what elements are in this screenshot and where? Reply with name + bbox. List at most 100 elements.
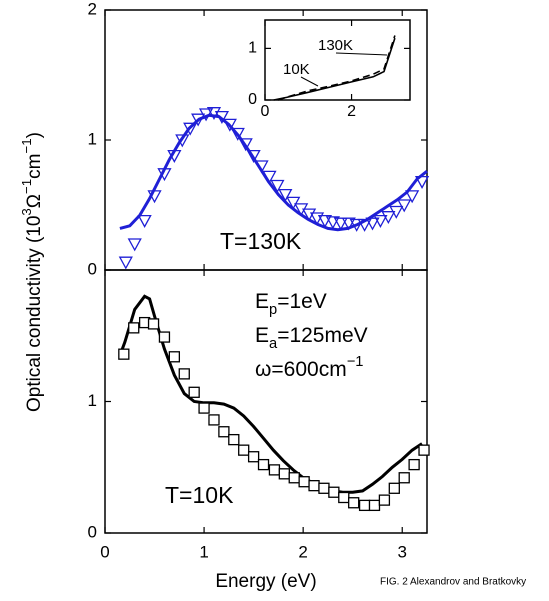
square-marker — [308, 480, 320, 492]
square-marker — [228, 433, 240, 446]
data-line — [277, 35, 396, 101]
text-part: Ω — [24, 194, 45, 208]
triangle-marker — [214, 110, 230, 124]
square-marker — [168, 351, 181, 363]
data-line — [118, 294, 423, 494]
triangle-marker — [175, 134, 190, 148]
triangle-marker — [278, 188, 293, 202]
triangle-marker — [118, 256, 133, 270]
x-tick-label: 2 — [347, 103, 356, 120]
parameter-label: Ea=125meV — [255, 324, 368, 352]
square-marker — [398, 472, 410, 484]
triangle-marker — [286, 196, 301, 210]
annotation-arrow — [300, 76, 319, 87]
text-part: −1 — [19, 138, 34, 153]
x-tick-label: 0 — [100, 542, 109, 561]
square-marker — [408, 458, 420, 471]
parameter-label: Ep=1eV — [255, 290, 327, 318]
square-marker — [198, 402, 210, 414]
plot-frame — [264, 19, 411, 101]
text-part: −1 — [347, 354, 364, 370]
y-tick-label: 1 — [88, 391, 97, 410]
text-part: E — [255, 290, 269, 313]
temperature-label: T=130K — [220, 228, 302, 254]
text-part: ) — [24, 132, 45, 138]
triangle-marker — [357, 218, 372, 232]
triangle-marker — [246, 149, 261, 163]
triangle-marker — [397, 199, 412, 213]
triangle-marker — [365, 217, 380, 231]
square-marker — [318, 482, 330, 494]
y-tick-label: 0 — [248, 91, 257, 108]
text-part: a — [269, 336, 278, 352]
series-label: 10K — [283, 61, 310, 78]
triangle-marker — [270, 179, 285, 193]
y-tick-label: 1 — [248, 40, 257, 57]
triangle-marker — [389, 205, 404, 219]
triangle-marker — [405, 190, 420, 204]
text-part: Optical conductivity (10 — [24, 216, 45, 412]
data-line — [119, 113, 428, 232]
text-part: =1eV — [277, 290, 327, 313]
y-tick-label: 2 — [88, 0, 97, 18]
y-tick-label: 0 — [88, 522, 97, 541]
square-marker — [188, 386, 200, 398]
triangle-marker — [254, 160, 269, 174]
triangle-marker — [183, 122, 198, 136]
triangle-marker — [137, 214, 152, 228]
square-marker — [257, 458, 270, 471]
triangle-marker — [191, 113, 206, 127]
series-label: 130K — [318, 37, 353, 54]
y-axis-label: Optical conductivity (103Ω−1cm−1) — [19, 132, 45, 412]
triangle-marker — [414, 175, 430, 189]
text-part: =125meV — [277, 324, 367, 347]
annotation-arrow — [335, 52, 388, 56]
square-marker — [147, 318, 160, 330]
square-marker — [238, 444, 250, 456]
text-part: −1 — [19, 179, 34, 194]
x-axis-label: Energy (eV) — [215, 571, 316, 592]
triangle-marker — [147, 190, 162, 204]
text-part: E — [255, 324, 269, 347]
square-marker — [348, 497, 360, 509]
triangle-marker — [230, 127, 245, 141]
square-marker — [268, 464, 281, 476]
y-tick-label: 0 — [88, 259, 97, 278]
triangle-marker — [262, 170, 277, 184]
text-part: p — [269, 302, 277, 318]
text-part: ω=600cm — [255, 358, 347, 381]
square-marker — [158, 331, 171, 343]
square-marker — [118, 348, 130, 360]
triangle-marker — [333, 217, 348, 231]
text-part: 3 — [19, 208, 34, 215]
square-marker — [178, 368, 190, 380]
square-marker — [368, 499, 381, 512]
square-marker — [288, 472, 300, 484]
x-tick-label: 1 — [199, 542, 208, 561]
square-marker — [388, 482, 400, 494]
square-marker — [218, 426, 230, 438]
square-marker — [378, 494, 391, 506]
square-marker — [247, 451, 260, 463]
triangle-marker — [341, 217, 356, 231]
triangle-marker — [167, 149, 182, 163]
square-marker — [128, 322, 140, 334]
text-part: cm — [24, 153, 45, 178]
triangle-marker — [317, 214, 333, 228]
triangle-marker — [325, 216, 340, 230]
triangle-marker — [198, 108, 214, 122]
parameter-label: ω=600cm−1 — [255, 354, 363, 381]
square-marker — [278, 468, 290, 480]
y-tick-label: 1 — [88, 129, 97, 148]
x-tick-label: 2 — [298, 542, 307, 561]
triangle-marker — [238, 138, 253, 152]
triangle-marker — [222, 118, 237, 132]
temperature-label: T=10K — [165, 482, 234, 508]
square-marker — [418, 444, 430, 456]
triangle-marker — [127, 238, 142, 252]
triangle-marker — [157, 168, 172, 182]
x-tick-label: 3 — [397, 542, 406, 561]
triangle-marker — [349, 218, 364, 232]
caption: FIG. 2 Alexandrov and Bratkovky — [380, 577, 526, 588]
